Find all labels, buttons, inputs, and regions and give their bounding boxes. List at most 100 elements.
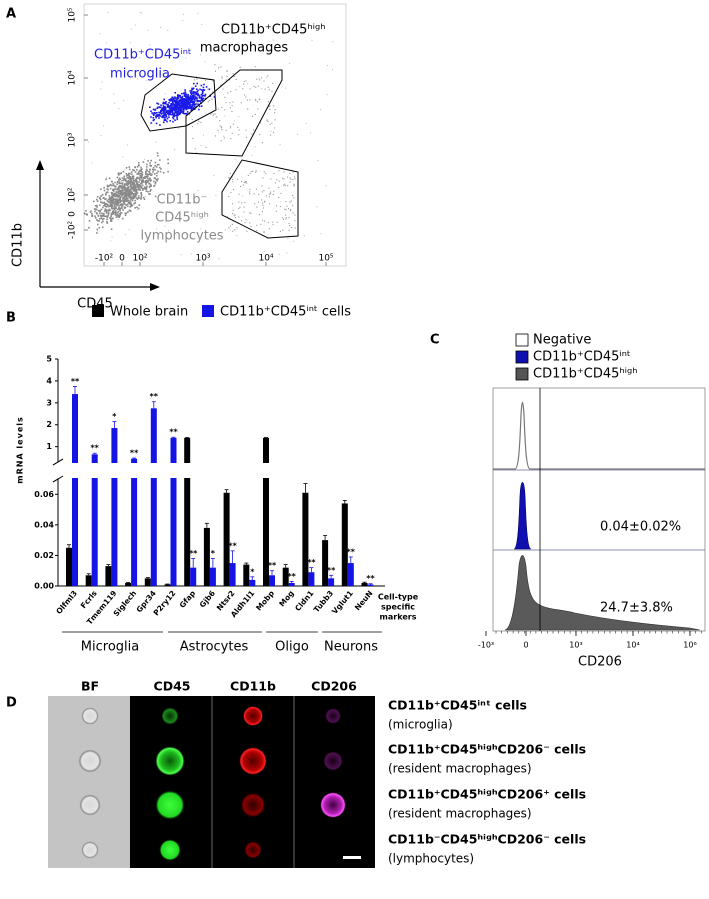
dot [178, 113, 181, 116]
dot [305, 122, 307, 124]
dot [140, 185, 143, 188]
dot [135, 188, 138, 191]
y-tick-label: 0 [68, 211, 78, 217]
dot [148, 179, 151, 181]
dot [193, 79, 195, 81]
dot [192, 92, 194, 94]
dot [269, 105, 271, 107]
dot [85, 210, 87, 212]
dot [149, 193, 151, 195]
dot [119, 178, 121, 181]
dot [127, 187, 130, 190]
dot [111, 212, 114, 214]
dot [127, 186, 130, 188]
bar [184, 437, 191, 586]
dot [167, 170, 169, 173]
dot [278, 196, 280, 198]
dot [131, 182, 133, 184]
y-tick-label: -10² [68, 220, 78, 239]
bar [170, 437, 177, 586]
dot [118, 181, 121, 183]
dot [155, 114, 157, 117]
dot [121, 189, 124, 192]
dot [129, 206, 132, 208]
y-tick-label: 5 [46, 355, 52, 364]
dot [91, 215, 93, 217]
dot [202, 91, 204, 93]
dot [238, 201, 240, 203]
dot [170, 108, 172, 111]
dot [113, 93, 115, 95]
bar [229, 563, 236, 586]
dot [247, 108, 249, 110]
dot [194, 85, 197, 87]
dot [97, 230, 99, 232]
dot [106, 176, 108, 178]
dot [138, 181, 140, 183]
bar [328, 578, 335, 586]
dot [116, 187, 119, 190]
dot [178, 103, 181, 105]
dot [187, 236, 189, 238]
x-tick-label: 10⁴ [626, 641, 639, 650]
dot [121, 185, 123, 188]
dot [124, 206, 127, 209]
dot [232, 213, 234, 215]
dot [178, 108, 180, 111]
dot [271, 90, 273, 92]
dot [273, 193, 275, 195]
dot [131, 196, 133, 199]
dot [120, 193, 122, 195]
x-tick-label: Gfap [178, 588, 198, 609]
dot [130, 188, 133, 191]
dot [293, 183, 295, 185]
dot [101, 81, 103, 83]
dot [173, 100, 176, 102]
dot [144, 186, 146, 188]
dot [187, 102, 190, 105]
dot [201, 98, 204, 101]
dot [145, 168, 148, 171]
dot [246, 108, 248, 110]
dot [124, 193, 127, 195]
x-tick-label: Mog [277, 589, 295, 609]
dot [153, 118, 155, 121]
dot [187, 94, 189, 96]
dot [154, 183, 157, 185]
dot [199, 94, 201, 96]
dot [112, 209, 115, 212]
dot [188, 107, 191, 109]
dot [162, 116, 165, 119]
bar [263, 437, 269, 586]
dot [125, 196, 128, 198]
dot [195, 92, 198, 94]
dot [168, 111, 170, 114]
legend-swatch [515, 350, 529, 364]
legend-label: CD11b⁺CD45ⁱⁿᵗ [533, 350, 631, 365]
bar [66, 547, 72, 586]
dot [262, 177, 264, 179]
dot [152, 117, 155, 119]
dot [150, 165, 153, 167]
dot [109, 183, 112, 186]
dot [152, 108, 155, 111]
dot [129, 210, 132, 212]
dot [165, 116, 168, 118]
dot [192, 102, 195, 105]
dot [105, 203, 108, 205]
significance-label: ** [91, 444, 100, 453]
dot [129, 176, 132, 178]
dot [99, 196, 101, 199]
dot [138, 197, 140, 199]
group-label: Oligo [275, 640, 309, 655]
dot [154, 112, 157, 114]
dot [132, 177, 135, 180]
dot [191, 108, 193, 110]
dot [153, 185, 155, 187]
dot [289, 177, 291, 179]
dot [194, 94, 196, 96]
dot [182, 102, 185, 105]
dot [292, 171, 294, 173]
dot [269, 123, 271, 125]
dot [205, 86, 208, 88]
